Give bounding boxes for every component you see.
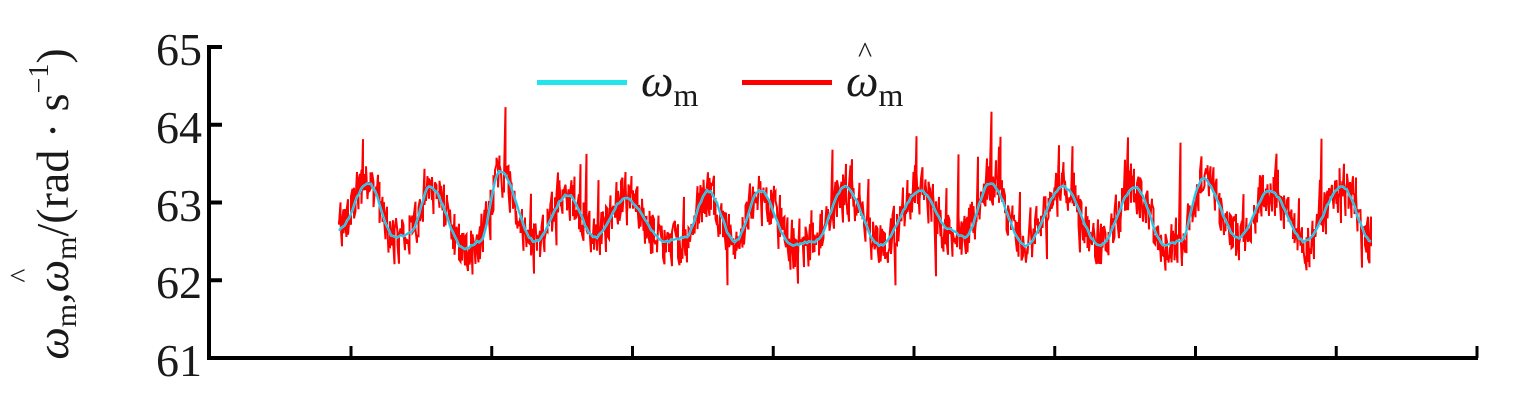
ylabel-omega: ω [27, 327, 78, 360]
ylabel-unit: /(rad · s [27, 93, 78, 237]
ylabel-sub-m: m [50, 303, 83, 328]
y-axis-label: ωm,ωm/(rad · s−1) [8, 0, 100, 408]
ytick-label-61: 61 [156, 335, 202, 386]
legend-swatch-red [742, 80, 832, 85]
legend-label-omega-hat: ^ ωm [846, 36, 904, 113]
plot-series [338, 107, 1372, 286]
ylabel-omega-hat: ω [26, 260, 79, 292]
ylabel-close: ) [27, 48, 78, 64]
ytick-label-62: 62 [156, 257, 202, 308]
ylabel-sub-m2: m [50, 236, 83, 260]
ylabel-sup: −1 [24, 63, 55, 94]
ytick-label-65: 65 [156, 24, 202, 75]
ylabel-comma: , [27, 292, 78, 304]
legend-swatch-cyan [537, 80, 627, 85]
ytick-label-63: 63 [156, 180, 202, 231]
x-ticks [349, 346, 1479, 358]
ytick-label-64: 64 [156, 102, 202, 153]
axes [207, 45, 1479, 360]
y-ticks [209, 45, 222, 360]
series-omega-m-overlap-shade [338, 170, 1372, 250]
legend-label-omega: ωm [641, 55, 699, 113]
hat-accent: ^ [858, 36, 873, 69]
